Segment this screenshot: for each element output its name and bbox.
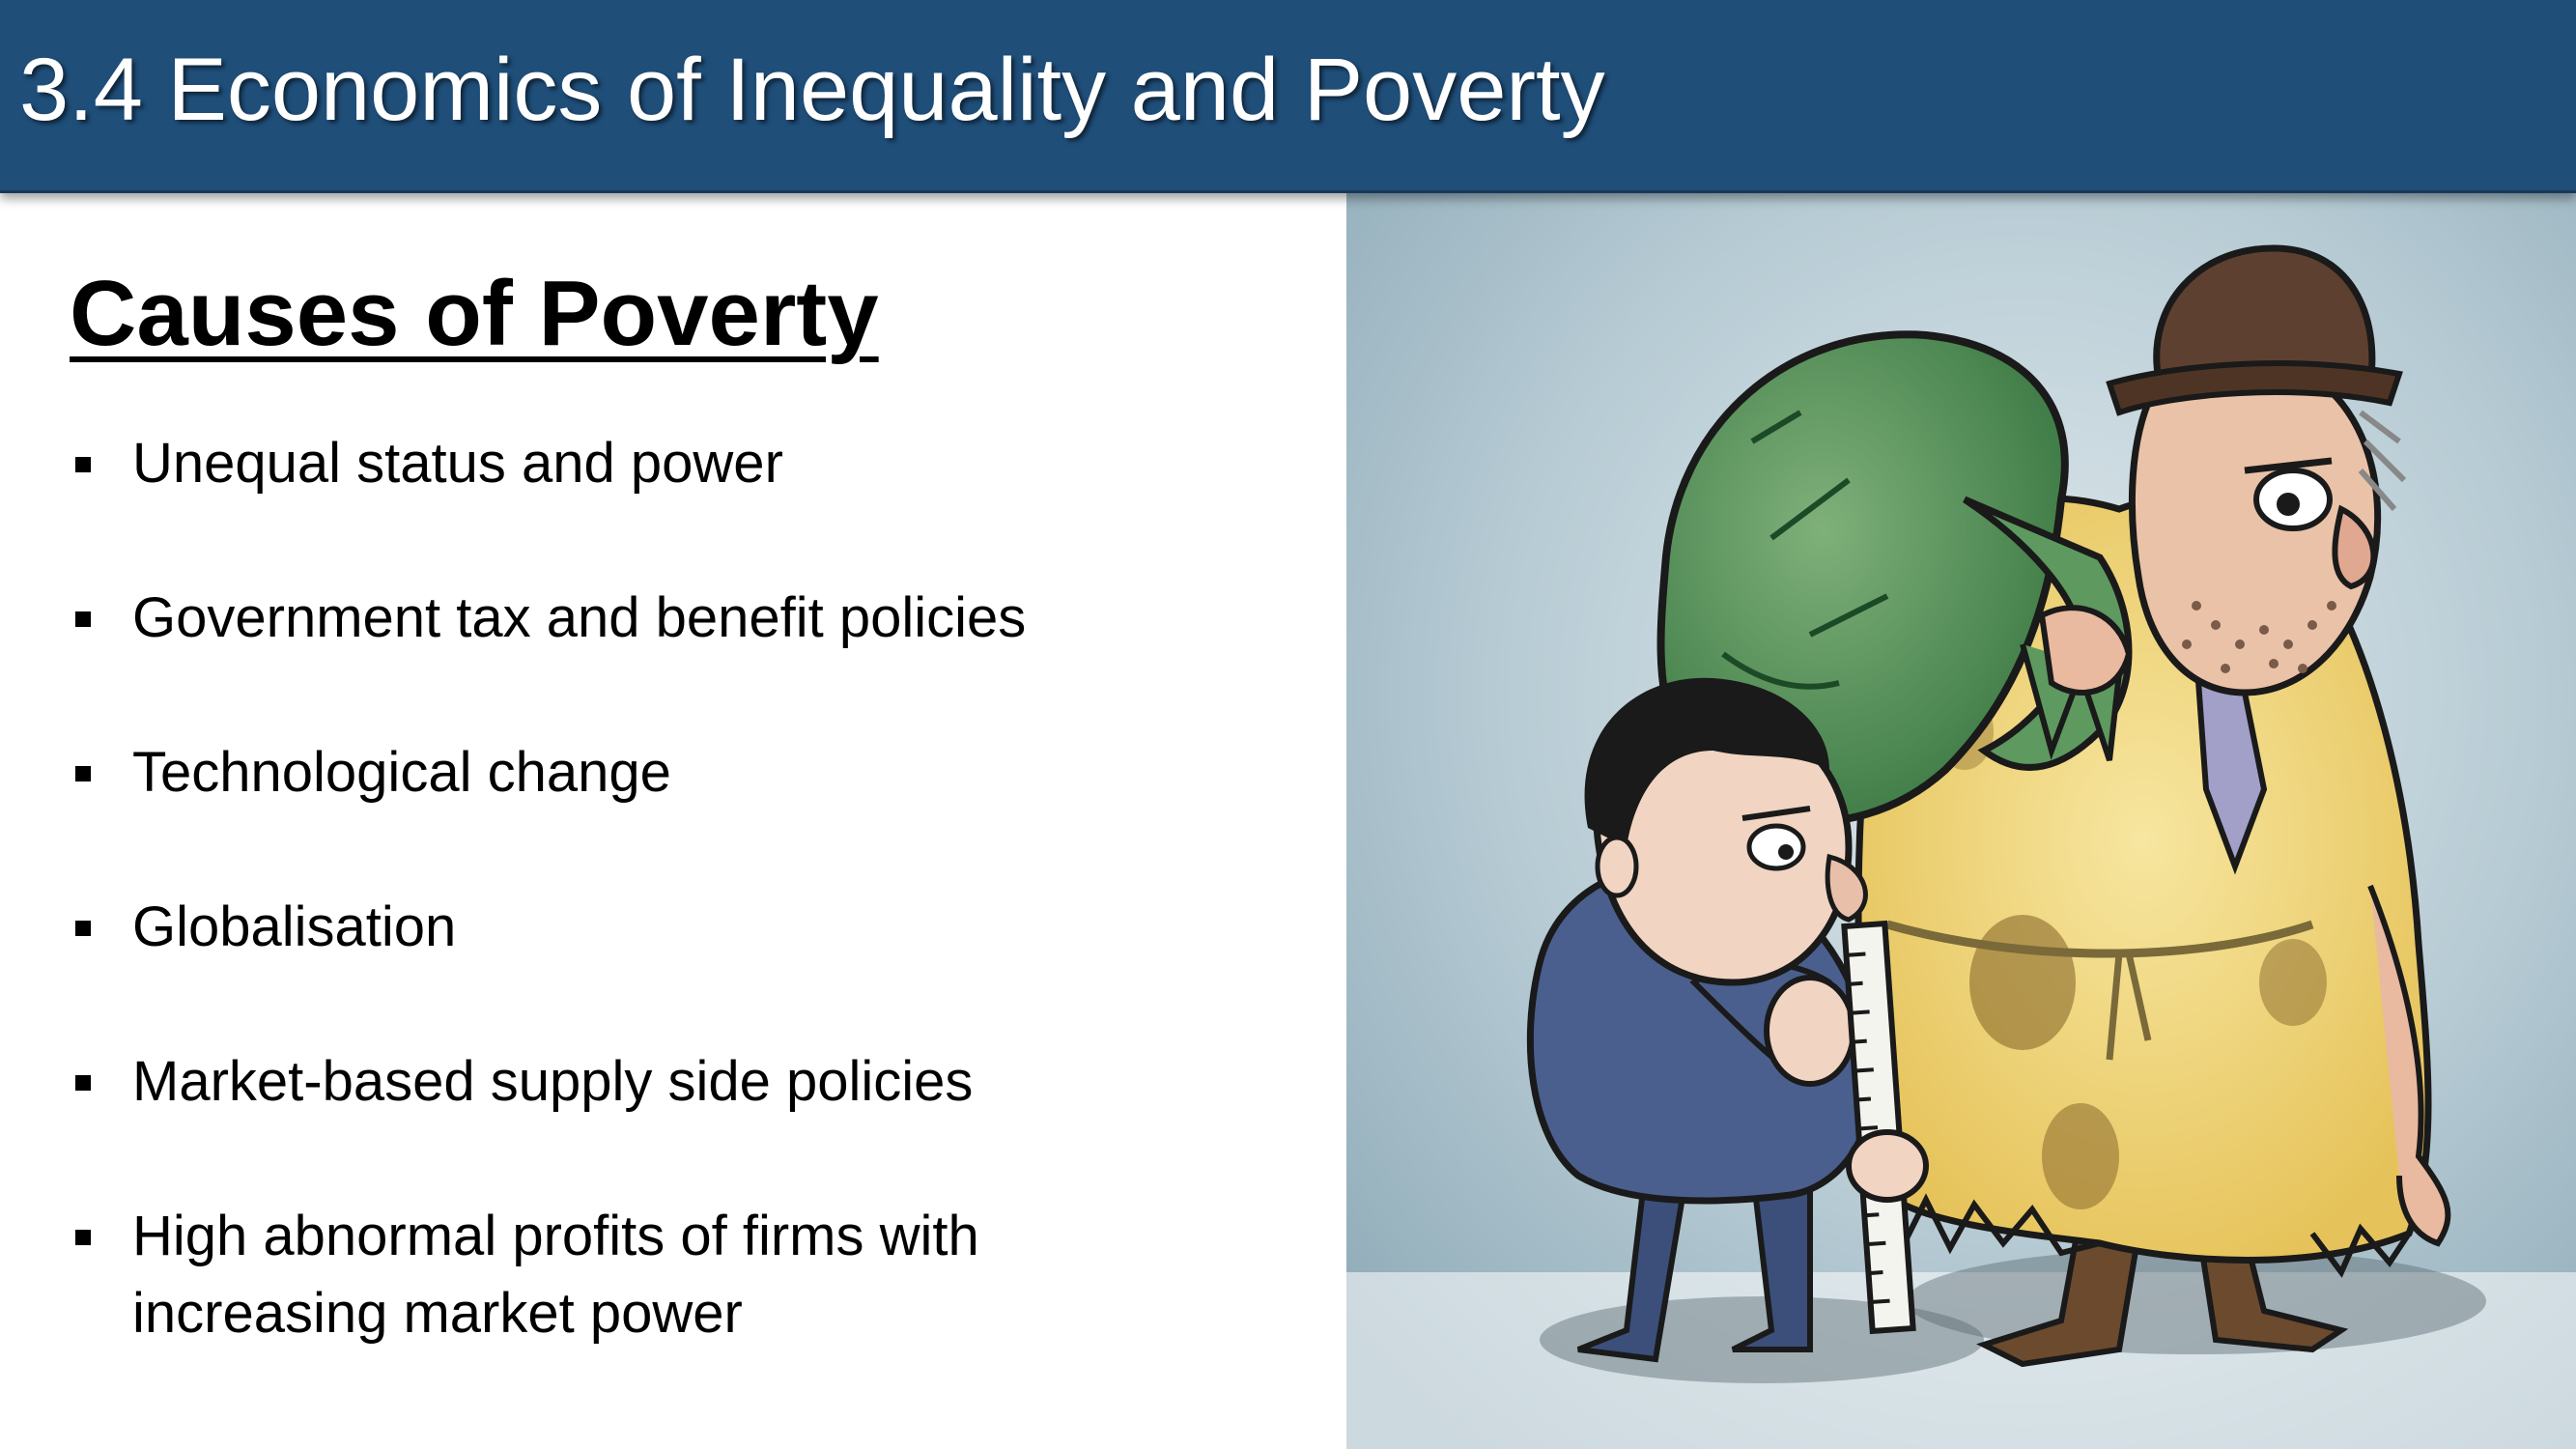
- square-bullet-icon: [75, 457, 91, 472]
- square-bullet-icon: [75, 611, 91, 627]
- cartoon-ground: [1346, 1272, 2576, 1449]
- slide-title: 3.4 Economics of Inequality and Poverty: [19, 41, 1605, 139]
- bullet-item: High abnormal profits of firms with incr…: [70, 1198, 1156, 1352]
- poor-man-hand: [2038, 605, 2133, 696]
- bullet-item: Government tax and benefit policies: [70, 580, 1325, 657]
- title-bar: 3.4 Economics of Inequality and Poverty: [0, 0, 2576, 193]
- poor-man-hand: [2367, 884, 2451, 1247]
- bullet-text: High abnormal profits of firms with incr…: [132, 1205, 979, 1345]
- coat-patch: [2259, 939, 2327, 1026]
- bullet-item: Market-based supply side policies: [70, 1043, 1325, 1121]
- stubble: [2182, 601, 2336, 673]
- bullet-item: Technological change: [70, 734, 1325, 811]
- square-bullet-icon: [75, 921, 91, 936]
- poor-man-nose: [2332, 504, 2377, 590]
- coat-patch: [2042, 1103, 2119, 1209]
- square-bullet-icon: [75, 1230, 91, 1245]
- coat-patch: [1969, 915, 2076, 1050]
- poor-man-hair: [2358, 410, 2407, 511]
- poor-man-hat: [2153, 244, 2376, 387]
- bullet-text: Unequal status and power: [132, 432, 783, 495]
- businessman-eye: [1746, 823, 1806, 871]
- businessman-nose: [1825, 853, 1868, 923]
- bullet-item: Globalisation: [70, 889, 1325, 966]
- square-bullet-icon: [75, 766, 91, 781]
- bullet-text: Government tax and benefit policies: [132, 586, 1027, 649]
- businessman-hair: [1584, 677, 1829, 847]
- bullet-list: Unequal status and power Government tax …: [70, 425, 1325, 1430]
- businessman-hand: [1846, 1129, 1929, 1203]
- square-bullet-icon: [75, 1075, 91, 1091]
- coat-tatters: [2309, 1223, 2412, 1278]
- bullet-text: Globalisation: [132, 895, 457, 958]
- ground-shadow: [1907, 1248, 2486, 1354]
- pupil: [2277, 493, 2300, 516]
- eyebrow: [1741, 806, 1811, 821]
- eyebrow: [2244, 457, 2333, 474]
- cartoon-illustration: [1346, 190, 2576, 1449]
- bullet-text: Market-based supply side policies: [132, 1050, 974, 1113]
- section-heading: Causes of Poverty: [70, 262, 879, 365]
- hat-brim: [2106, 360, 2403, 416]
- businessman-hand: [1764, 975, 1856, 1087]
- businessman-ear: [1595, 835, 1639, 898]
- bullet-item: Unequal status and power: [70, 425, 1325, 502]
- bullet-text: Technological change: [132, 741, 671, 804]
- sack-folds: [1721, 410, 1889, 690]
- rope-ends: [2106, 952, 2152, 1061]
- rope-belt: [1885, 920, 2314, 958]
- coat-tatters: [1884, 1193, 2101, 1257]
- cartoon-illustration-icon: [1346, 190, 2576, 1449]
- pupil: [1778, 844, 1794, 860]
